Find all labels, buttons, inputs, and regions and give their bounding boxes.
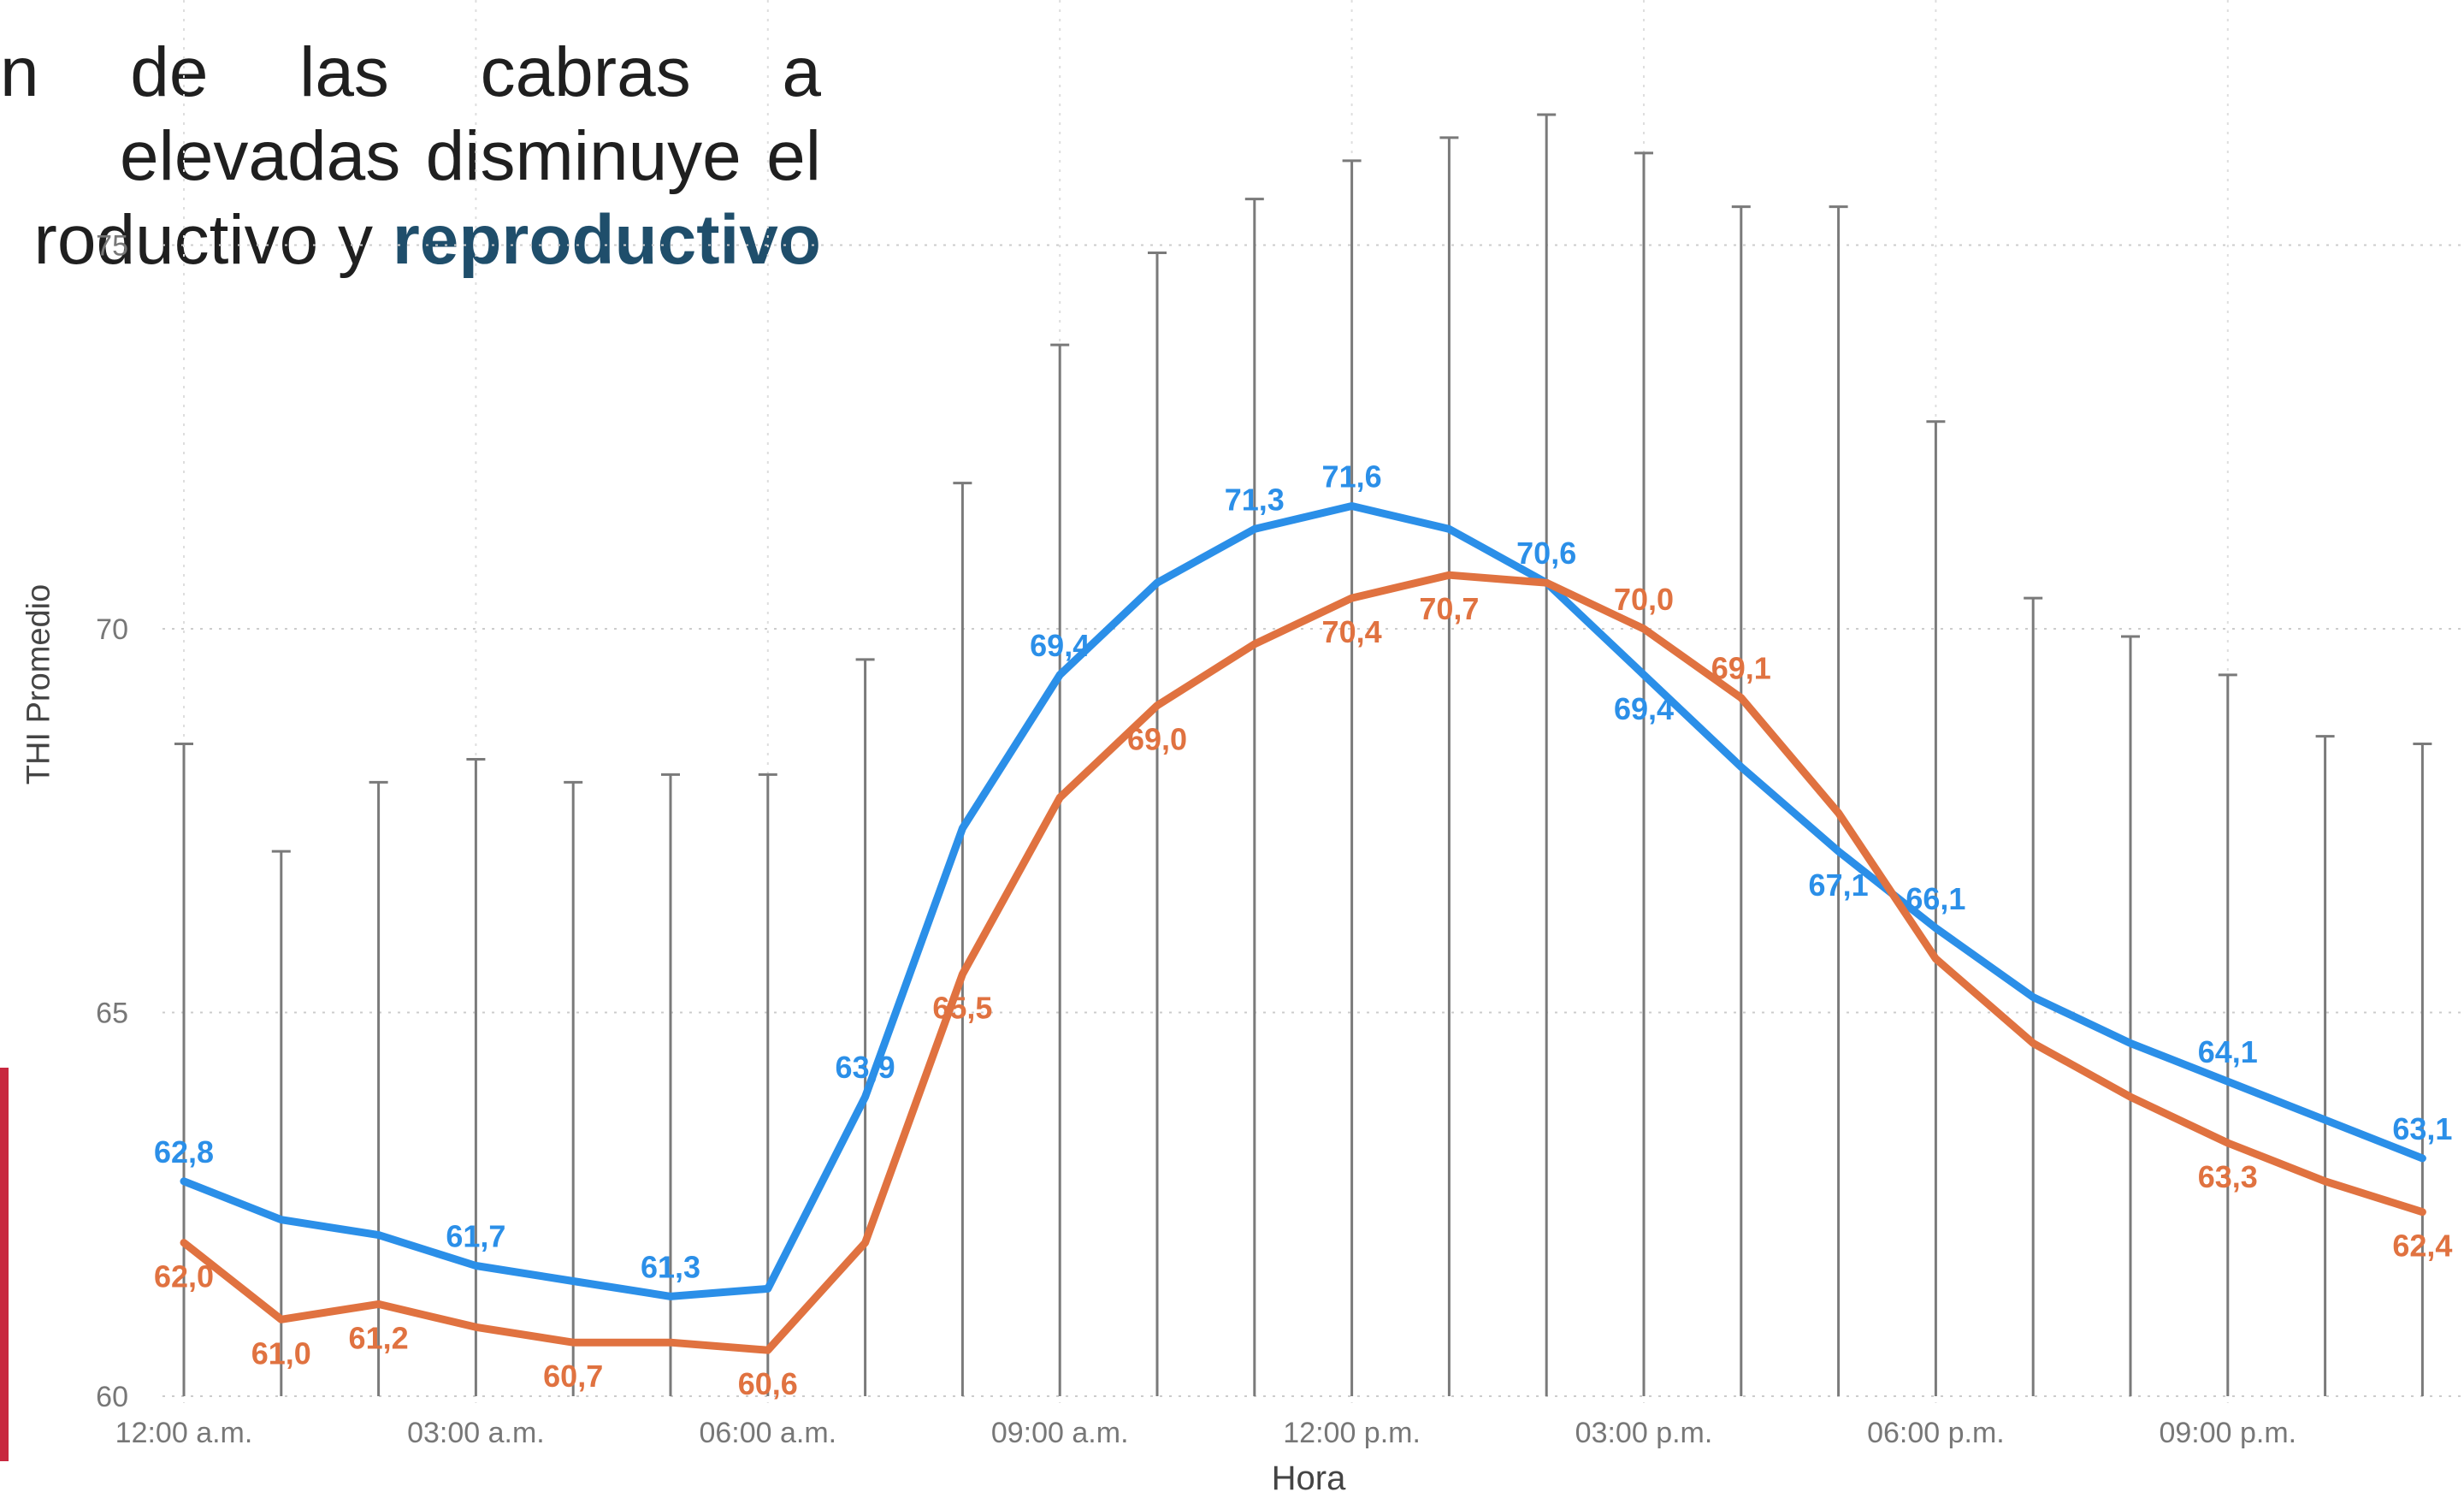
intro-line-2: elevadas disminuye el: [0, 115, 821, 198]
orange-data-label: 69,1: [1711, 651, 1771, 686]
blue-data-label: 71,3: [1225, 482, 1285, 517]
orange-data-label: 61,2: [349, 1320, 409, 1355]
intro-word: elevadas: [120, 117, 401, 195]
x-tick-label: 06:00 p.m.: [1867, 1417, 2005, 1449]
orange-data-label: 60,6: [738, 1366, 798, 1401]
blue-data-label: 70,6: [1516, 536, 1576, 571]
accent-bar: [0, 1068, 9, 1461]
intro-line-3: roductivo y reproductivo: [0, 198, 821, 282]
intro-line-3-plain: roductivo y: [33, 201, 393, 279]
y-tick-label: 60: [96, 1381, 128, 1413]
blue-data-label: 69,4: [1030, 628, 1090, 663]
x-tick-label: 09:00 a.m.: [991, 1417, 1129, 1449]
orange-data-label: 62,4: [2392, 1229, 2452, 1264]
x-tick-label: 12:00 a.m.: [115, 1417, 253, 1449]
blue-data-label: 62,8: [154, 1134, 214, 1169]
orange-data-label: 70,0: [1614, 582, 1674, 617]
blue-data-label: 63,1: [2392, 1111, 2452, 1146]
intro-text: n de las cabras a elevadas disminuye el …: [0, 31, 821, 282]
orange-data-label: 61,0: [251, 1335, 311, 1371]
intro-line-3-bold: reproductivo: [392, 201, 821, 279]
intro-word: a: [782, 33, 821, 111]
orange-data-label: 62,0: [154, 1259, 214, 1294]
blue-data-label: 67,1: [1809, 867, 1869, 903]
blue-data-label: 63,9: [836, 1050, 895, 1085]
orange-data-label: 63,3: [2198, 1159, 2258, 1194]
intro-word: las: [299, 33, 389, 111]
x-tick-label: 06:00 a.m.: [699, 1417, 836, 1449]
orange-data-label: 70,7: [1419, 591, 1479, 626]
x-tick-label: 09:00 p.m.: [2159, 1417, 2296, 1449]
blue-data-label: 64,1: [2198, 1034, 2258, 1069]
y-tick-label: 75: [96, 230, 128, 263]
orange-data-label: 60,7: [543, 1359, 603, 1394]
blue-data-label: 69,4: [1614, 691, 1674, 726]
intro-line-1: n de las cabras a: [0, 31, 821, 115]
blue-data-label: 61,3: [641, 1249, 700, 1284]
intro-word: cabras: [480, 33, 691, 111]
x-tick-label: 03:00 a.m.: [407, 1417, 545, 1449]
intro-word: disminuye: [425, 117, 742, 195]
blue-series-line: [180, 502, 2426, 1300]
orange-data-label: 70,4: [1322, 614, 1382, 649]
orange-data-label: 65,5: [932, 991, 992, 1026]
intro-word: n: [0, 33, 39, 111]
intro-word: el: [766, 117, 821, 195]
orange-series-line: [180, 571, 2426, 1354]
x-axis-title: Hora: [1271, 1460, 1346, 1497]
x-tick-label: 12:00 p.m.: [1283, 1417, 1421, 1449]
orange-data-label: 69,0: [1127, 722, 1187, 757]
x-tick-label: 03:00 p.m.: [1575, 1417, 1713, 1449]
blue-data-label: 61,7: [446, 1219, 505, 1254]
blue-data-label: 66,1: [1906, 881, 1965, 916]
blue-data-label: 71,6: [1322, 459, 1382, 494]
y-tick-label: 70: [96, 613, 128, 646]
intro-word: de: [130, 33, 209, 111]
y-tick-label: 65: [96, 998, 128, 1030]
y-axis-title: THI Promedio: [21, 583, 57, 785]
